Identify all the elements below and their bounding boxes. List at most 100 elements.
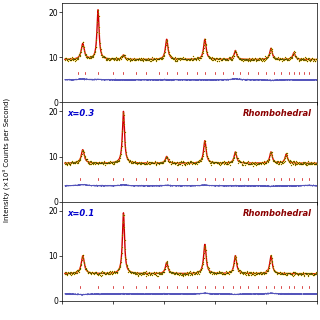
Point	[63, 270, 68, 275]
Point	[94, 272, 100, 277]
Point	[111, 161, 116, 166]
Point	[96, 270, 101, 275]
Point	[190, 269, 195, 274]
Point	[163, 263, 168, 268]
Point	[124, 264, 130, 269]
Point	[224, 56, 229, 61]
Point	[75, 56, 80, 61]
Point	[145, 271, 150, 276]
Point	[177, 55, 182, 60]
Point	[111, 57, 116, 62]
Point	[114, 160, 119, 165]
Point	[181, 160, 186, 165]
Point	[178, 271, 183, 276]
Point	[201, 46, 206, 51]
Point	[300, 271, 305, 276]
Point	[82, 264, 87, 269]
Point	[244, 58, 250, 63]
Point	[235, 53, 240, 59]
Point	[310, 272, 315, 277]
Point	[190, 159, 195, 164]
Point	[175, 56, 180, 61]
Point	[223, 162, 228, 167]
Point	[218, 270, 223, 275]
Point	[234, 260, 239, 266]
Point	[117, 264, 123, 269]
Point	[196, 160, 201, 165]
Point	[79, 46, 84, 52]
Point	[200, 262, 205, 267]
Point	[292, 162, 297, 167]
Point	[142, 162, 147, 167]
Point	[308, 270, 313, 276]
Point	[309, 57, 314, 62]
Point	[312, 272, 317, 277]
Point	[144, 272, 149, 277]
Point	[97, 270, 102, 275]
Point	[289, 162, 294, 167]
Point	[177, 56, 182, 61]
Point	[242, 57, 247, 62]
Point	[69, 160, 75, 165]
Point	[158, 160, 163, 165]
Point	[85, 55, 91, 60]
Point	[248, 160, 253, 165]
Point	[287, 160, 292, 165]
Point	[251, 160, 256, 165]
Point	[69, 55, 75, 60]
Point	[314, 270, 319, 275]
Point	[100, 270, 105, 275]
Point	[115, 158, 120, 163]
Point	[209, 54, 214, 59]
Point	[146, 269, 151, 275]
Point	[132, 160, 138, 165]
Point	[252, 57, 257, 62]
Point	[265, 159, 270, 164]
Point	[200, 50, 205, 55]
Point	[161, 53, 166, 58]
Point	[90, 161, 95, 166]
Point	[126, 57, 131, 62]
Point	[216, 271, 221, 276]
Point	[270, 158, 275, 163]
Point	[154, 161, 159, 166]
Point	[276, 56, 281, 61]
Point	[258, 271, 263, 276]
Point	[156, 160, 162, 165]
Point	[287, 272, 292, 277]
Point	[286, 271, 291, 276]
Point	[217, 269, 222, 274]
Point	[147, 272, 152, 277]
Point	[302, 58, 307, 63]
Point	[147, 271, 152, 276]
Point	[276, 270, 281, 276]
Point	[303, 162, 308, 167]
Point	[161, 158, 166, 163]
Point	[93, 45, 98, 50]
Point	[208, 269, 213, 274]
Point	[162, 50, 167, 55]
Point	[104, 160, 109, 165]
Point	[307, 272, 312, 277]
Point	[148, 161, 153, 166]
Point	[108, 270, 114, 275]
Point	[269, 46, 274, 52]
Point	[306, 56, 311, 61]
Point	[146, 273, 151, 278]
Point	[242, 270, 247, 275]
Point	[170, 56, 175, 61]
Point	[68, 162, 73, 167]
Point	[112, 159, 117, 164]
Point	[274, 55, 279, 60]
Point	[251, 57, 256, 62]
Point	[294, 57, 299, 62]
Point	[142, 162, 147, 167]
Point	[124, 153, 129, 158]
Point	[255, 57, 260, 62]
Point	[288, 158, 293, 163]
Point	[169, 270, 174, 276]
Point	[106, 271, 111, 276]
Point	[259, 160, 264, 165]
Point	[107, 56, 112, 61]
Point	[259, 270, 264, 275]
